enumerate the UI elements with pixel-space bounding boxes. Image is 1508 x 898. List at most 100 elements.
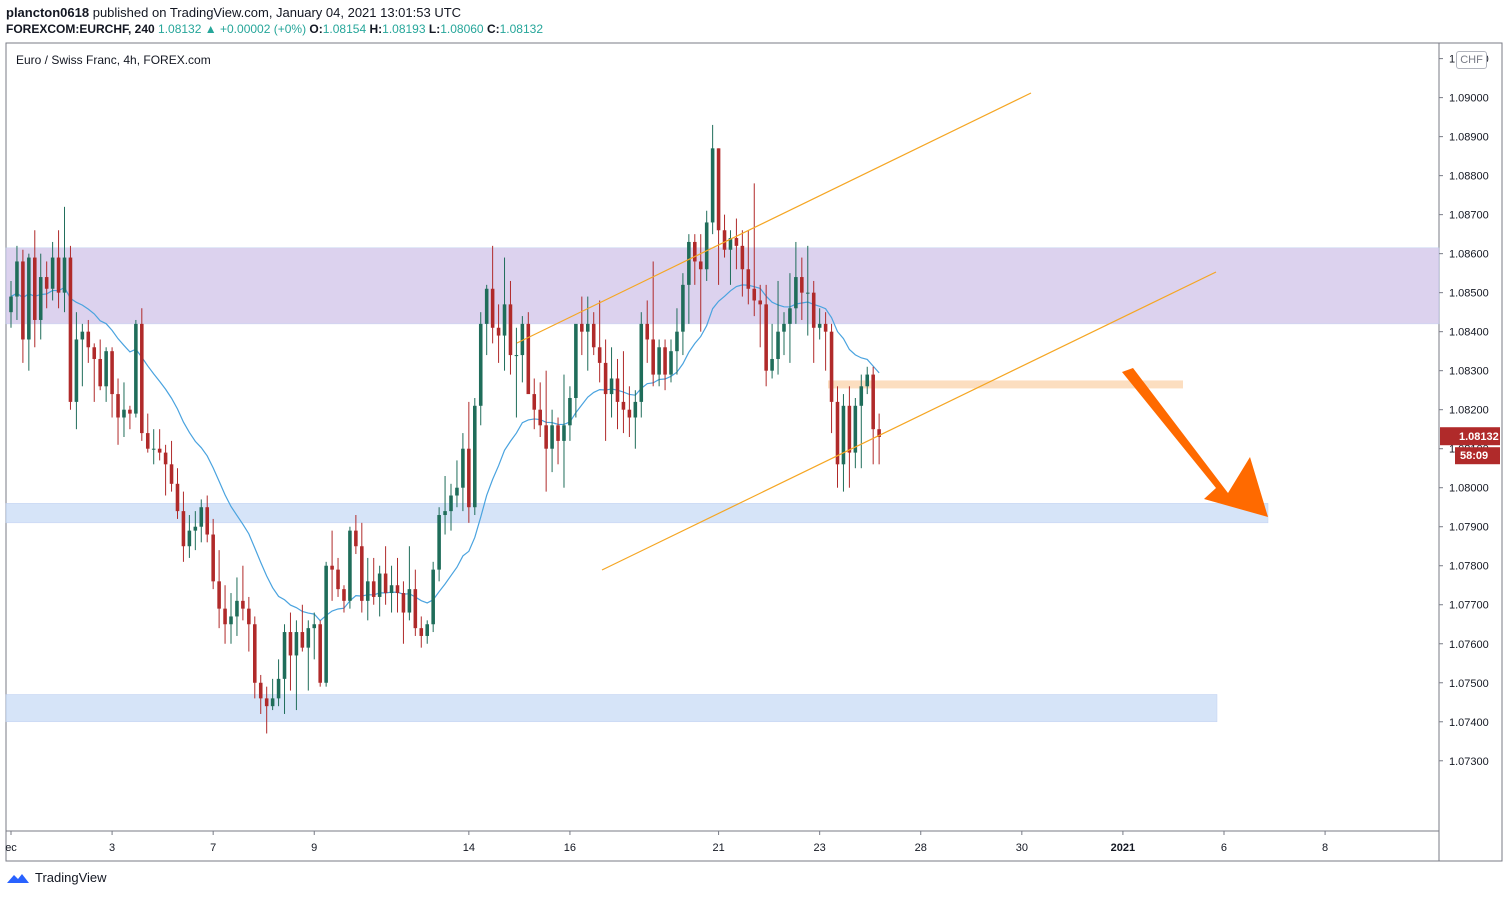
candle-body	[770, 358, 774, 371]
close-value: 1.08132	[499, 22, 544, 36]
candle	[80, 323, 85, 387]
candle	[151, 429, 156, 465]
candle	[122, 382, 126, 437]
y-tick-label: 1.08400	[1449, 327, 1489, 339]
candle-body	[395, 585, 400, 594]
candle	[258, 674, 263, 714]
x-tick-label: 7	[210, 842, 216, 854]
y-tick-label: 1.08300	[1449, 366, 1489, 378]
candle-body	[461, 448, 465, 488]
publish-line: plancton0618 published on TradingView.co…	[6, 5, 461, 20]
candle-body	[591, 323, 596, 348]
tradingview-logo-text: TradingView	[35, 870, 107, 885]
candle	[568, 386, 572, 441]
y-tick-label: 1.08500	[1449, 288, 1489, 300]
candle	[835, 386, 840, 488]
candle-body	[746, 269, 751, 289]
candle	[455, 460, 459, 508]
candle-body	[847, 405, 852, 453]
candle-body	[693, 241, 697, 262]
candle	[615, 358, 620, 430]
candle-body	[764, 304, 768, 371]
open-label: O:	[309, 22, 323, 36]
candle-body	[360, 546, 364, 601]
candle	[847, 386, 852, 488]
y-tick-label: 1.07700	[1449, 600, 1489, 612]
candle-body	[473, 405, 477, 508]
candle	[544, 370, 548, 492]
candle-body	[175, 483, 180, 512]
candle-body	[657, 347, 661, 375]
candle	[44, 261, 49, 309]
candle	[574, 323, 578, 418]
candle	[645, 300, 650, 363]
candle-body	[758, 300, 762, 305]
author-name[interactable]: plancton0618	[6, 5, 90, 20]
y-tick-label: 1.08200	[1449, 405, 1489, 417]
change-arrow-icon: ▲	[204, 22, 217, 36]
candle-body	[603, 362, 608, 395]
candle	[104, 347, 108, 402]
candle	[508, 280, 513, 375]
candle	[687, 234, 691, 324]
candle	[181, 491, 186, 562]
candle-body	[44, 277, 49, 289]
candle-body	[306, 628, 311, 648]
candle-body	[794, 277, 798, 309]
candle-body	[74, 339, 79, 402]
candle	[27, 253, 31, 371]
candle	[9, 280, 13, 328]
candle	[639, 312, 644, 418]
currency-badge[interactable]: CHF	[1456, 51, 1487, 69]
candle-body	[276, 678, 281, 699]
y-tick-label: 1.08800	[1449, 171, 1489, 183]
candle	[722, 214, 727, 258]
candle	[800, 257, 804, 320]
candle-body	[645, 323, 650, 340]
candle-body	[354, 530, 358, 547]
candle-body	[776, 331, 780, 359]
candle-body	[526, 323, 531, 395]
candle-body	[270, 698, 275, 707]
candle	[603, 339, 608, 441]
candle	[318, 620, 322, 687]
x-tick-label: 3	[109, 842, 115, 854]
candle	[62, 206, 67, 313]
zone-resistance	[5, 247, 1440, 325]
candle	[282, 624, 287, 714]
candle-body	[484, 288, 489, 324]
candle-body	[86, 331, 91, 348]
candle-body	[33, 257, 37, 320]
candle	[752, 183, 757, 317]
candle-body	[853, 405, 858, 453]
candle-body	[134, 323, 138, 414]
candle-body	[639, 323, 644, 402]
candle	[746, 230, 751, 305]
ohlc-line: FOREXCOM:EURCHF, 240 1.08132 ▲ +0.00002 …	[6, 22, 543, 36]
candle-body	[140, 323, 144, 434]
candle	[532, 378, 537, 430]
candle-body	[556, 425, 560, 441]
tradingview-logo[interactable]: TradingView	[6, 870, 107, 885]
candle-body	[829, 331, 834, 402]
candle	[794, 241, 798, 324]
candle-body	[467, 448, 471, 508]
candle	[651, 261, 655, 387]
countdown-tag	[1455, 447, 1500, 465]
candle-body	[544, 425, 548, 449]
candle-body	[407, 589, 412, 613]
candle-body	[449, 495, 453, 512]
candle	[764, 284, 768, 387]
candle-body	[609, 378, 614, 395]
candle	[716, 148, 721, 285]
candle	[478, 312, 483, 426]
candle-body	[157, 448, 162, 453]
candle-body	[68, 257, 73, 402]
candle	[520, 316, 525, 383]
candle	[128, 405, 132, 430]
candle-body	[241, 600, 245, 609]
candle	[300, 604, 305, 652]
y-tick-label: 1.07800	[1449, 561, 1489, 573]
channel-upper-line	[516, 92, 1032, 344]
